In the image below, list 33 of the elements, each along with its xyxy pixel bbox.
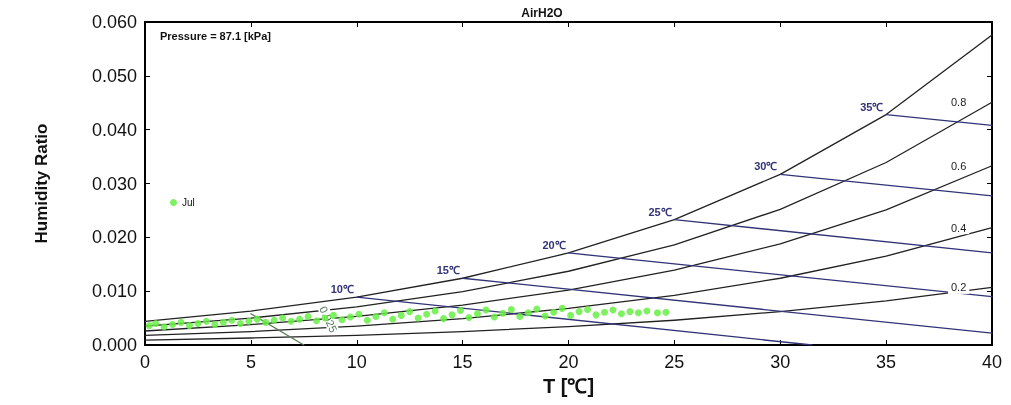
x-tick-label: 0 [139,352,151,372]
series-label: 0.8 [951,96,967,109]
series-label: 15℃ [436,264,460,277]
series-label: 0.2 [951,281,967,294]
series-label: 10℃ [330,283,354,296]
y-tick-label: 0.050 [91,65,137,86]
series-label: 35℃ [860,100,884,113]
x-tick-label: 5 [245,352,256,372]
x-tick-label: 15 [452,352,473,372]
text: 0.925 [317,304,340,335]
y-tick-label: 0.010 [91,281,137,302]
series-label: 25℃ [648,205,672,218]
legend-label: Jul [182,197,195,208]
y-tick-label: 0.060 [91,12,137,32]
y-axis-title: Humidity Ratio [32,123,51,244]
annotation: Pressure = 87.1 [kPa] [160,29,272,42]
x-tick-label: 30 [770,352,791,372]
series-label: 0.6 [951,159,967,172]
x-tick-label: 35 [876,352,897,372]
line-series [144,226,993,336]
series-label: 0.4 [951,221,967,234]
x-tick-label: 25 [664,352,685,372]
x-tick-label: 40 [981,352,1003,372]
y-tick-label: 0.040 [91,119,137,140]
chart-title: AirH2O [521,6,563,20]
x-axis-title: T [℃] [542,374,595,397]
y-tick-label: 0.020 [91,227,137,248]
series-label: 20℃ [542,238,566,251]
y-tick-label: 0.030 [91,173,137,194]
x-tick-label: 20 [558,352,579,372]
x-tick-label: 10 [346,352,367,372]
y-tick-label: 0.000 [91,335,137,355]
series-label: 30℃ [754,160,778,173]
